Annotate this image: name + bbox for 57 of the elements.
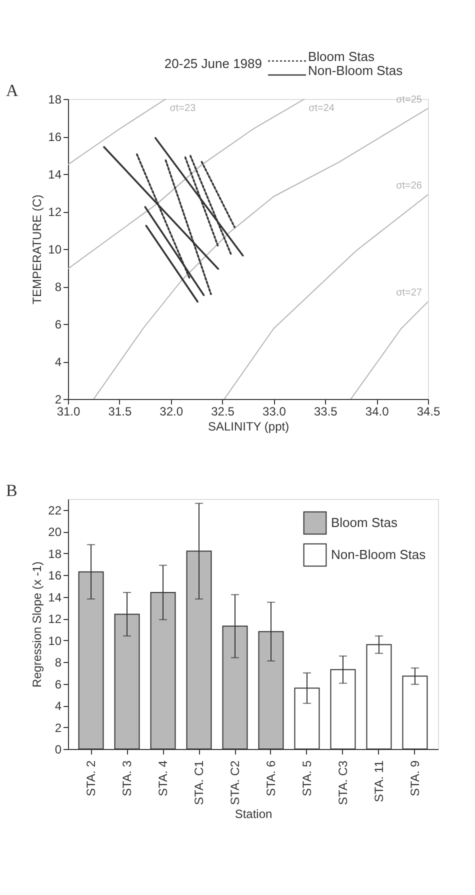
series-label: σt=24 xyxy=(308,103,335,114)
x-tick-label: 32.5 xyxy=(211,404,235,418)
legend-label: Bloom Stas xyxy=(331,515,398,530)
y-tick-label: 12 xyxy=(48,205,62,219)
x-tick-label: STA. 3 xyxy=(120,760,134,796)
legend-label: Non-Bloom Stas xyxy=(308,63,404,78)
y-axis-title: TEMPERATURE (C) xyxy=(30,194,44,304)
y-tick-label: 6 xyxy=(54,677,62,692)
x-tick-label: 34.0 xyxy=(365,404,390,418)
x-tick-label: STA. C3 xyxy=(336,760,350,805)
x-tick-label: STA. 5 xyxy=(300,760,314,796)
y-tick-label: 2 xyxy=(54,720,62,735)
y-axis-title: Regression Slope (x -1) xyxy=(30,561,44,688)
series-label: σt=25 xyxy=(396,94,422,106)
x-tick-label: STA. 2 xyxy=(84,760,98,796)
line-series xyxy=(224,194,428,399)
series-label: σt=23 xyxy=(170,103,196,114)
x-tick-label: STA. 9 xyxy=(408,760,422,796)
y-tick-label: 12 xyxy=(48,612,62,626)
y-tick-label: 4 xyxy=(54,699,62,714)
x-axis-title: SALINITY (ppt) xyxy=(208,420,290,434)
x-tick-label: 33.0 xyxy=(262,404,286,418)
y-tick-label: 8 xyxy=(54,656,62,670)
x-tick-label: 34.5 xyxy=(416,404,440,418)
x-tick-label: 31.5 xyxy=(108,404,132,418)
y-tick-label: 2 xyxy=(54,392,62,406)
x-tick-label: STA. C2 xyxy=(228,760,242,805)
y-tick-label: 16 xyxy=(48,130,62,144)
y-tick-label: 14 xyxy=(48,168,62,182)
y-tick-label: 4 xyxy=(54,355,62,369)
y-tick-label: 10 xyxy=(48,634,62,648)
y-tick-label: 22 xyxy=(48,503,62,518)
series-label: σt=27 xyxy=(396,288,422,299)
y-tick-label: 0 xyxy=(54,742,62,756)
x-tick-label: STA. 11 xyxy=(372,760,386,802)
x-tick-label: STA. C1 xyxy=(192,760,206,805)
x-tick-label: 32.0 xyxy=(160,404,184,418)
line-series xyxy=(68,99,306,270)
x-tick-label: 31.0 xyxy=(56,404,80,418)
y-tick-label: 14 xyxy=(48,590,62,604)
x-tick-label: 33.5 xyxy=(314,404,338,418)
y-tick-label: 20 xyxy=(48,525,62,540)
y-tick-label: 8 xyxy=(54,280,62,294)
chart-title: 20-25 June 1989 xyxy=(164,56,262,71)
legend-label: Bloom Stas xyxy=(308,49,375,64)
x-tick-label: STA. 4 xyxy=(156,760,170,796)
x-axis-title: Station xyxy=(234,806,272,821)
series-label: σt=26 xyxy=(396,180,422,192)
y-tick-label: 6 xyxy=(54,318,62,332)
y-tick-label: 16 xyxy=(48,568,62,583)
text: B xyxy=(6,481,18,500)
x-tick-label: STA. 6 xyxy=(264,760,278,796)
y-tick-label: 10 xyxy=(48,242,62,256)
legend-label: Non-Bloom Stas xyxy=(331,547,426,562)
text: A xyxy=(6,81,19,100)
y-tick-label: 18 xyxy=(48,92,62,106)
y-tick-label: 18 xyxy=(48,546,62,561)
